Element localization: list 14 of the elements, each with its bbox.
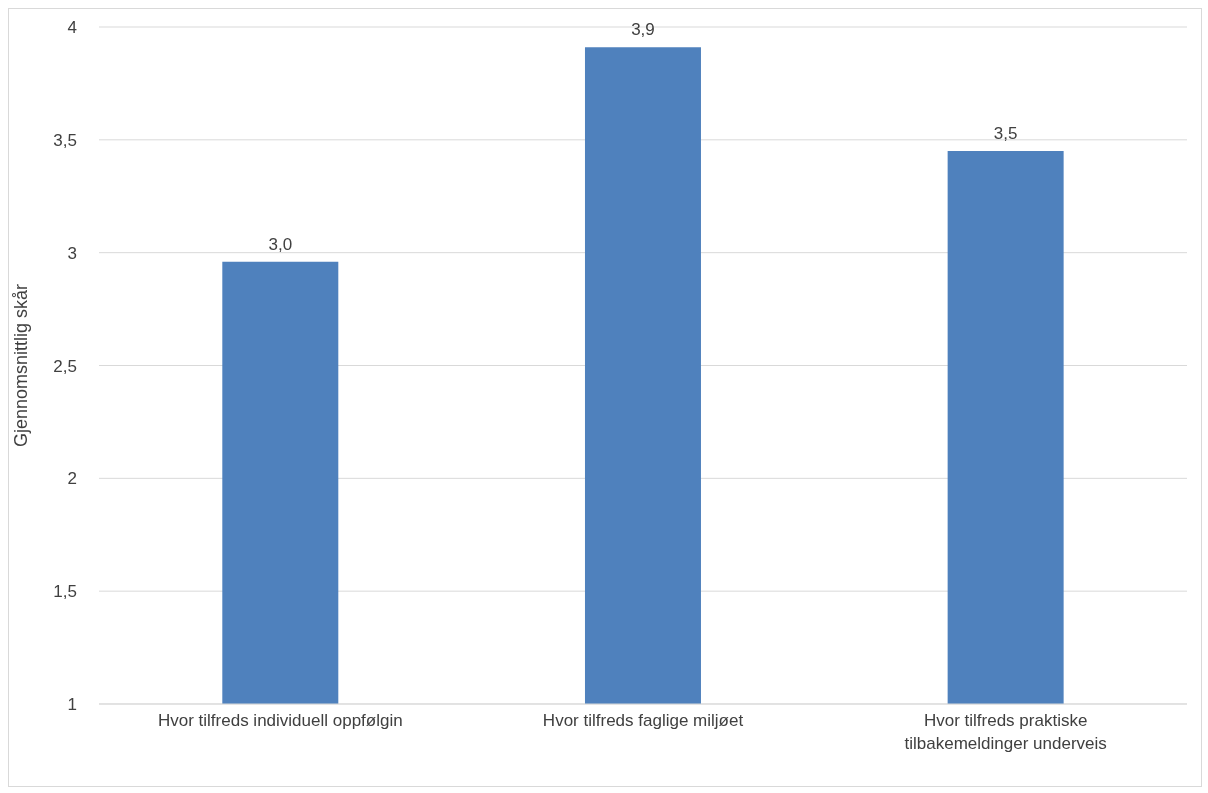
data-label: 3,5: [993, 124, 1018, 144]
x-tick-label: Hvor tilfreds individuell oppfølgin: [157, 711, 403, 730]
x-tick-label: Hvor tilfreds faglige miljøet: [542, 711, 744, 730]
data-label: 3,0: [268, 234, 293, 254]
y-tick-label: 2,5: [53, 356, 77, 376]
y-axis-title: Gjennomsnittlig skår: [11, 283, 32, 448]
y-tick-label: 1: [67, 695, 77, 715]
y-tick-label: 3,5: [53, 130, 77, 150]
data-label: 3,9: [631, 20, 655, 40]
y-tick-label: 4: [67, 18, 77, 38]
y-tick-label: 1,5: [53, 582, 77, 602]
y-tick-label: 2: [67, 469, 77, 489]
y-tick-label: 3: [67, 243, 77, 263]
x-tick-label: Hvor tilfreds praktiske tilbakemeldinger underveis: [904, 711, 1107, 753]
